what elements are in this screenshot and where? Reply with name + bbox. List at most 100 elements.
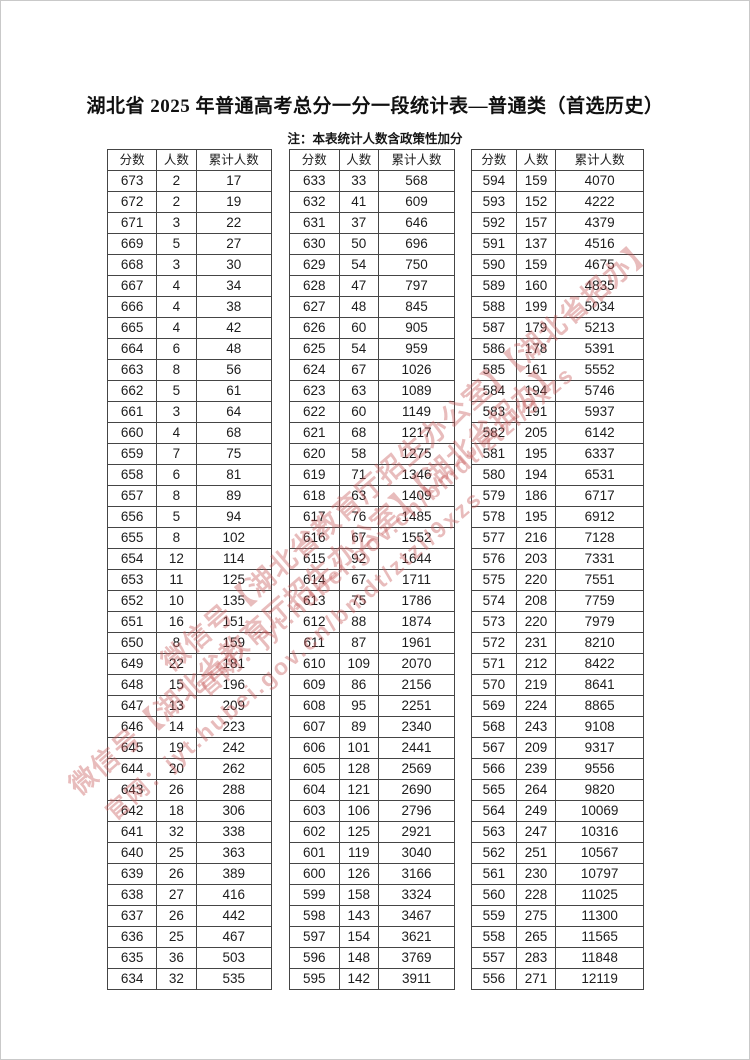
cumulative-cell: 56 — [195, 359, 273, 381]
cumulative-cell: 338 — [195, 821, 273, 843]
count-cell: 205 — [515, 422, 557, 444]
score-cell: 626 — [289, 317, 340, 339]
score-cell: 662 — [106, 380, 158, 402]
cumulative-cell: 10069 — [555, 800, 644, 822]
table-row: 591 137 4516 — [471, 233, 644, 255]
table-row: 601 119 3040 — [289, 842, 455, 864]
table-row: 649 22 181 — [106, 653, 273, 675]
table-row: 651 16 151 — [106, 611, 273, 633]
header-row: 分数 人数 累计人数 — [471, 149, 644, 171]
policy-note: 注：本表统计人数含政策性加分 — [287, 132, 463, 146]
table-row: 638 27 416 — [106, 884, 273, 906]
count-cell: 13 — [156, 695, 197, 717]
score-cell: 569 — [471, 695, 517, 717]
score-cell: 613 — [289, 590, 340, 612]
score-cell: 587 — [471, 317, 517, 339]
cumulative-cell: 30 — [195, 254, 273, 276]
score-cell: 563 — [471, 821, 517, 843]
score-cell: 668 — [106, 254, 158, 276]
table-row: 661 3 64 — [106, 401, 273, 423]
cumulative-cell: 2690 — [378, 779, 455, 801]
table-row: 595 142 3911 — [289, 968, 455, 990]
count-cell: 20 — [156, 758, 197, 780]
score-cell: 604 — [289, 779, 340, 801]
score-cell: 620 — [289, 443, 340, 465]
count-cell: 160 — [515, 275, 557, 297]
count-cell: 158 — [338, 884, 380, 906]
score-cell: 586 — [471, 338, 517, 360]
count-cell: 249 — [515, 800, 557, 822]
score-cell: 635 — [106, 947, 158, 969]
cumulative-cell: 2921 — [378, 821, 455, 843]
table-row: 621 68 1217 — [289, 422, 455, 444]
score-cell: 658 — [106, 464, 158, 486]
cumulative-cell: 1786 — [378, 590, 455, 612]
score-header: 分数 — [289, 149, 340, 171]
table-row: 602 125 2921 — [289, 821, 455, 843]
count-cell: 4 — [156, 422, 197, 444]
count-cell: 191 — [515, 401, 557, 423]
table-row: 585 161 5552 — [471, 359, 644, 381]
score-cell: 560 — [471, 884, 517, 906]
table-row: 617 76 1485 — [289, 506, 455, 528]
table-row: 659 7 75 — [106, 443, 273, 465]
table-row: 614 67 1711 — [289, 569, 455, 591]
count-cell: 148 — [338, 947, 380, 969]
score-cell: 664 — [106, 338, 158, 360]
score-cell: 579 — [471, 485, 517, 507]
cumulative-cell: 11025 — [555, 884, 644, 906]
cumulative-cell: 19 — [195, 191, 273, 213]
cumulative-cell: 75 — [195, 443, 273, 465]
count-cell: 2 — [156, 191, 197, 213]
score-cell: 612 — [289, 611, 340, 633]
table-row: 619 71 1346 — [289, 464, 455, 486]
count-cell: 230 — [515, 863, 557, 885]
cumulative-cell: 8210 — [555, 632, 644, 654]
score-cell: 639 — [106, 863, 158, 885]
count-cell: 15 — [156, 674, 197, 696]
count-cell: 26 — [156, 779, 197, 801]
table-row: 608 95 2251 — [289, 695, 455, 717]
score-cell: 633 — [289, 170, 340, 192]
cumulative-cell: 94 — [195, 506, 273, 528]
cumulative-cell: 8422 — [555, 653, 644, 675]
cumulative-cell: 6337 — [555, 443, 644, 465]
score-cell: 594 — [471, 170, 517, 192]
count-cell: 142 — [338, 968, 380, 990]
cumulative-header: 累计人数 — [378, 149, 455, 171]
cumulative-cell: 34 — [195, 275, 273, 297]
cumulative-cell: 7551 — [555, 569, 644, 591]
cumulative-cell: 2340 — [378, 716, 455, 738]
score-cell: 584 — [471, 380, 517, 402]
table-row: 644 20 262 — [106, 758, 273, 780]
table-row: 573 220 7979 — [471, 611, 644, 633]
table-row: 636 25 467 — [106, 926, 273, 948]
score-cell: 655 — [106, 527, 158, 549]
score-cell: 589 — [471, 275, 517, 297]
cumulative-cell: 1409 — [378, 485, 455, 507]
table-row: 606 101 2441 — [289, 737, 455, 759]
count-cell: 5 — [156, 233, 197, 255]
table-row: 576 203 7331 — [471, 548, 644, 570]
score-cell: 598 — [289, 905, 340, 927]
score-cell: 665 — [106, 317, 158, 339]
count-cell: 95 — [338, 695, 380, 717]
score-cell: 645 — [106, 737, 158, 759]
cumulative-cell: 3324 — [378, 884, 455, 906]
cumulative-cell: 8865 — [555, 695, 644, 717]
table-row: 571 212 8422 — [471, 653, 644, 675]
table-row: 603 106 2796 — [289, 800, 455, 822]
count-cell: 283 — [515, 947, 557, 969]
score-header: 分数 — [471, 149, 517, 171]
score-cell: 609 — [289, 674, 340, 696]
count-cell: 219 — [515, 674, 557, 696]
cumulative-cell: 11565 — [555, 926, 644, 948]
count-cell: 4 — [156, 296, 197, 318]
table-row: 672 2 19 — [106, 191, 273, 213]
score-cell: 568 — [471, 716, 517, 738]
cumulative-cell: 5552 — [555, 359, 644, 381]
table-row: 561 230 10797 — [471, 863, 644, 885]
score-cell: 590 — [471, 254, 517, 276]
cumulative-cell: 11848 — [555, 947, 644, 969]
table-row: 622 60 1149 — [289, 401, 455, 423]
